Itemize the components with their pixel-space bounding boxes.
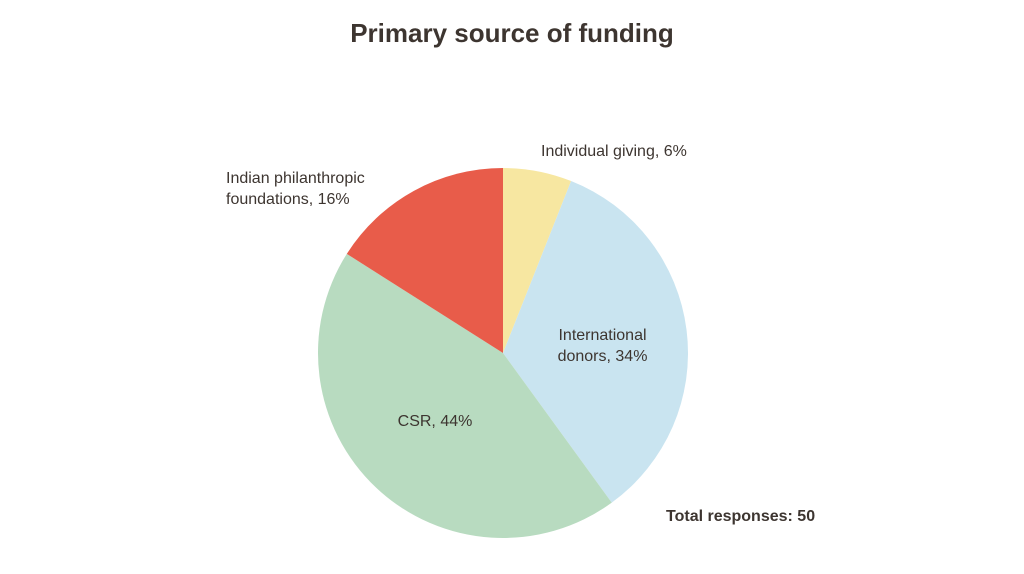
pie-slice (346, 168, 503, 353)
annotation: Total responses: 50 (666, 508, 816, 525)
chart-title: Primary source of funding (350, 18, 674, 48)
slice-label: Individual giving, 6% (541, 143, 687, 160)
pie-slice (317, 253, 612, 538)
pie-slice (503, 168, 572, 353)
slice-label: Indian philanthropic foundations, 16% (226, 170, 365, 208)
pie-slice (503, 180, 689, 503)
slice-label: CSR, 44% (397, 413, 473, 430)
slice-label: International donors, 34% (557, 327, 648, 365)
